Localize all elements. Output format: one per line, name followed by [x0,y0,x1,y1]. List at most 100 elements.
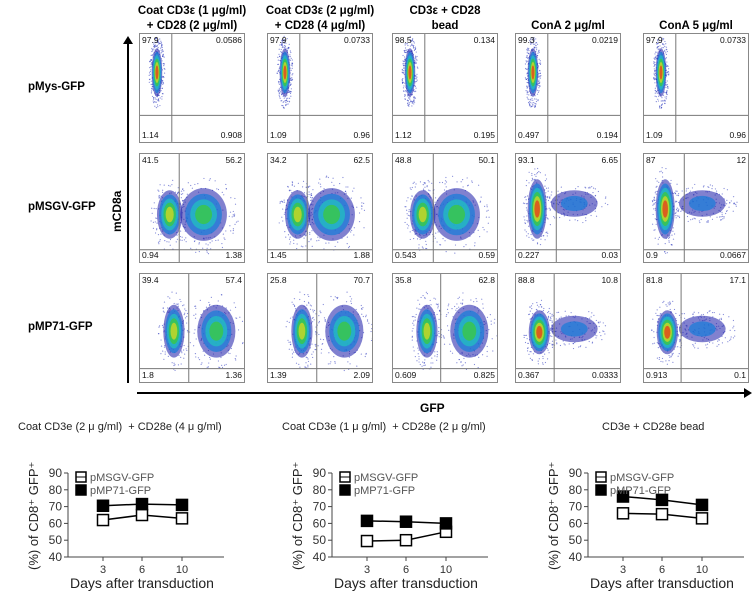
event-dot [290,189,292,191]
data-point [655,507,669,521]
event-dot [187,182,189,184]
event-dot [310,239,312,241]
event-dot [173,302,175,305]
event-dot [152,88,154,90]
event-dot [413,49,416,52]
event-dot [435,303,437,305]
event-dot [537,360,539,362]
event-dot [675,215,677,217]
event-dot [675,208,678,211]
event-dot [721,215,724,217]
event-dot [539,81,541,83]
event-dot [299,291,301,293]
event-dot [565,315,567,317]
event-dot [312,356,314,359]
event-dot [156,45,158,47]
event-dot [526,48,528,51]
event-dot [291,316,293,318]
event-dot [448,329,450,331]
event-dot [291,67,293,69]
event-dot [347,186,349,188]
event-dot [428,189,430,191]
event-dot [659,36,661,38]
event-dot [591,186,593,188]
event-dot [202,247,204,249]
event-dot [287,91,290,93]
event-dot [234,306,237,309]
data-point [96,513,110,527]
event-dot [150,63,152,65]
event-dot [454,252,456,254]
event-dot [526,61,528,63]
event-dot [528,94,530,96]
event-dot [415,58,417,60]
event-dot [668,360,670,362]
event-dot [406,200,408,202]
event-dot [418,247,420,249]
event-dot [540,75,542,77]
event-dot [292,303,294,306]
event-dot [527,98,529,100]
density-contour [462,321,477,341]
event-dot [554,217,556,219]
event-dot [486,316,489,319]
event-dot [585,219,587,222]
event-dot [533,37,535,39]
event-dot [677,193,680,195]
event-dot [724,337,726,339]
event-dot [524,63,527,65]
event-dot [349,295,351,298]
event-dot [665,43,667,45]
quadrant-lower-left-value: 1.09 [646,130,663,140]
event-dot [656,47,658,49]
event-dot [661,357,664,360]
event-dot [315,313,317,315]
event-dot [418,361,420,363]
event-dot [206,249,208,252]
event-dot [278,78,281,80]
event-dot [722,218,724,220]
event-dot [348,356,351,358]
quadrant-lower-right-value: 2.09 [353,370,370,380]
event-dot [542,357,544,360]
event-dot [411,339,413,341]
event-dot [318,320,321,323]
event-dot [481,354,484,356]
event-dot [308,295,310,298]
y-axis-arrow [127,40,129,383]
event-dot [413,103,415,105]
event-dot [595,319,597,322]
event-dot [308,191,310,193]
event-dot [718,216,721,218]
event-dot [706,343,709,345]
event-dot [177,364,180,366]
event-dot [564,344,566,346]
event-dot [289,90,291,92]
event-dot [524,196,526,198]
event-dot [548,197,551,199]
event-dot [702,186,705,188]
event-dot [587,187,590,189]
event-dot [655,193,657,195]
event-dot [411,229,413,232]
quadrant-upper-left-value: 88.8 [518,275,535,285]
event-dot [415,56,417,58]
event-dot [350,197,352,199]
event-dot [155,98,157,100]
event-dot [225,307,227,309]
event-dot [237,220,239,222]
event-dot [544,353,546,355]
event-dot [665,360,667,362]
event-dot [482,307,484,309]
event-dot [350,298,353,300]
event-dot [155,107,157,109]
event-dot [523,336,525,339]
event-dot [220,294,223,296]
event-dot [526,93,528,95]
x-axis-arrow [137,392,747,394]
event-dot [665,304,667,306]
event-dot [182,188,184,190]
event-dot [183,304,185,306]
quadrant-upper-right-value: 0.0733 [344,35,370,45]
event-dot [206,366,208,368]
